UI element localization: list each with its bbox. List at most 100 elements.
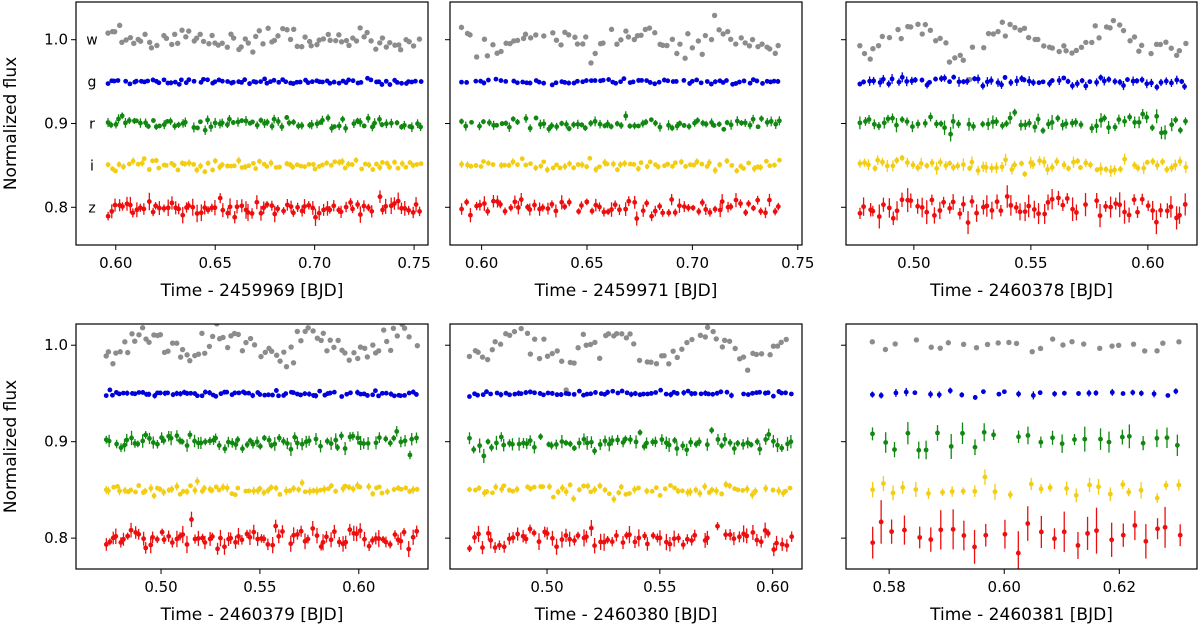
point-z [273,523,279,529]
point-z [357,212,363,217]
point-g [271,77,277,83]
point-i [346,161,351,167]
point-w [608,26,615,33]
point-i [544,167,550,173]
point-g [996,391,1002,397]
point-i [139,160,145,166]
point-i [481,159,486,164]
point-g [327,80,333,86]
point-g [110,392,115,398]
point-i [740,487,746,493]
point-z [391,201,397,206]
point-i [714,488,719,494]
point-z [512,199,518,205]
point-z [295,532,300,537]
point-z [1120,532,1126,538]
point-w [1160,340,1166,346]
point-z [220,207,226,213]
point-i [706,160,712,166]
point-g [398,393,403,399]
point-z [660,210,666,216]
point-r [216,443,222,448]
point-z [579,203,584,208]
point-z [950,526,956,532]
point-r [566,126,572,132]
point-i [414,486,420,492]
point-g [124,390,130,396]
point-z [234,204,240,210]
point-z [1074,210,1079,215]
point-w [262,349,268,356]
point-w [759,41,765,47]
point-w [908,24,914,30]
point-z [343,539,349,545]
point-i [395,165,401,171]
point-i [307,488,313,494]
point-g [194,393,200,399]
point-z [736,534,742,540]
point-g [174,391,180,396]
point-i [555,489,561,495]
point-z [989,208,995,213]
point-w [957,52,963,59]
point-z [518,197,524,202]
point-w [670,348,676,354]
point-w [209,32,215,39]
point-z [947,205,953,211]
point-w [174,40,181,47]
point-g [912,77,918,83]
point-g [692,391,698,396]
point-i [764,158,769,164]
point-w [125,349,131,356]
point-r [993,119,999,125]
point-w [256,28,262,34]
point-g [653,390,659,395]
x-axis-title: Time - 2459971 [BJD] [534,281,718,301]
x-tick-label: 0.60 [1131,254,1164,272]
point-g [383,390,389,396]
point-i [1164,167,1170,172]
point-w [498,48,504,55]
point-i [216,487,222,493]
point-g [645,391,650,397]
point-z [754,537,760,543]
point-r [161,438,167,443]
point-i [232,492,238,498]
point-g [933,76,938,82]
point-z [566,199,572,205]
point-w [288,344,294,350]
point-r [623,113,629,119]
point-z [327,207,333,213]
point-z [398,538,404,544]
point-r [971,124,976,129]
point-g [729,393,734,398]
point-w [1049,336,1056,342]
point-g [257,392,263,397]
series-g [105,75,424,87]
point-z [1177,212,1182,218]
point-i [772,162,777,168]
point-r [905,430,911,436]
point-i [224,485,230,491]
point-w [310,328,316,334]
point-w [575,345,581,351]
point-w [981,44,987,51]
point-w [230,35,237,41]
point-g [1144,81,1150,87]
point-z [136,531,142,537]
point-g [1134,78,1140,84]
point-r [704,442,710,448]
point-w [772,50,778,57]
point-i [294,162,300,168]
point-i [1022,171,1028,177]
point-g [379,82,385,87]
point-r [1038,439,1044,445]
point-r [224,122,230,128]
point-g [674,391,680,396]
point-z [1083,202,1088,208]
point-g [745,392,751,397]
point-r [240,446,245,452]
point-w [302,328,308,335]
